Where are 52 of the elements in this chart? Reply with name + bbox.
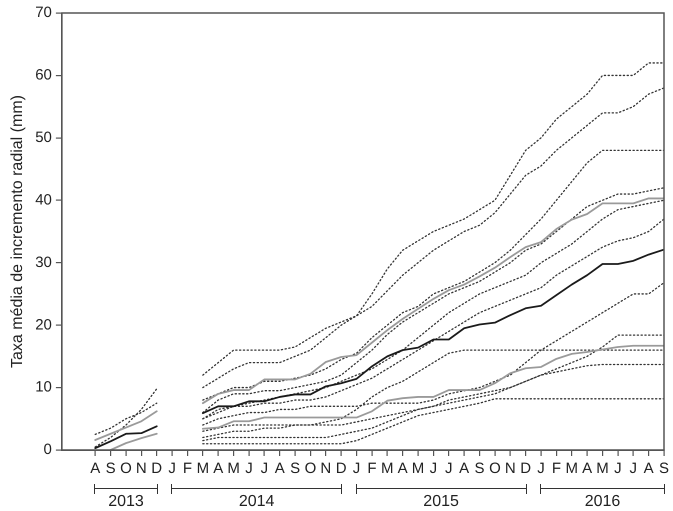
- x-tick-label: M: [412, 460, 424, 478]
- x-tick-label: S: [106, 460, 116, 478]
- y-tick-label: 20: [35, 316, 52, 334]
- x-tick-label: A: [213, 460, 224, 478]
- x-tick-label: J: [445, 460, 453, 478]
- x-tick-label: O: [120, 460, 132, 478]
- x-tick-label: A: [582, 460, 592, 478]
- x-tick-label: S: [658, 460, 670, 478]
- y-tick-label: 30: [35, 254, 52, 271]
- x-tick-label: J: [245, 460, 253, 478]
- x-tick-label: J: [537, 460, 545, 478]
- x-tick-label: J: [630, 460, 638, 478]
- y-tick-label: 0: [44, 441, 52, 458]
- x-tick-label: J: [614, 460, 622, 478]
- x-tick-label: A: [274, 460, 285, 478]
- x-tick-label: O: [304, 460, 316, 478]
- x-tick-label: D: [336, 460, 347, 478]
- y-tick-label: 50: [35, 129, 52, 146]
- x-tick-label: M: [566, 460, 578, 478]
- x-tick-label: O: [489, 460, 501, 478]
- y-tick-label: 70: [35, 4, 52, 22]
- x-tick-label: F: [552, 460, 561, 478]
- y-tick-label: 40: [35, 191, 52, 208]
- x-tick-label: M: [381, 460, 394, 478]
- x-tick-label: F: [182, 460, 192, 478]
- line-series: [202, 150, 664, 401]
- x-tick-label: J: [430, 460, 438, 478]
- x-tick-label: J: [260, 460, 268, 478]
- text: 2014: [238, 493, 276, 511]
- x-tick-label: D: [151, 460, 162, 478]
- x-tick-label: F: [367, 460, 377, 478]
- x-tick-label: A: [644, 460, 654, 478]
- x-tick-label: M: [227, 460, 240, 478]
- text: 2016: [584, 493, 622, 511]
- x-tick-label: N: [136, 460, 147, 478]
- x-tick-label: J: [168, 460, 176, 478]
- x-tick-label: S: [290, 460, 300, 478]
- x-tick-label: A: [398, 460, 408, 478]
- text: 2013: [107, 493, 145, 511]
- y-tick-label: 60: [35, 66, 52, 84]
- x-tick-label: M: [596, 460, 609, 478]
- y-tick-label: 10: [35, 378, 52, 396]
- x-tick-label: N: [320, 460, 332, 478]
- x-tick-label: D: [520, 460, 532, 478]
- x-tick-label: J: [352, 460, 360, 478]
- y-axis-title: Taxa média de incremento radial (mm): [9, 95, 26, 368]
- x-tick-label: A: [459, 460, 470, 478]
- text: 2015: [422, 493, 460, 511]
- x-tick-label: S: [474, 460, 485, 478]
- x-tick-label: A: [90, 460, 100, 478]
- x-tick-label: M: [196, 460, 210, 478]
- x-tick-label: N: [504, 460, 516, 478]
